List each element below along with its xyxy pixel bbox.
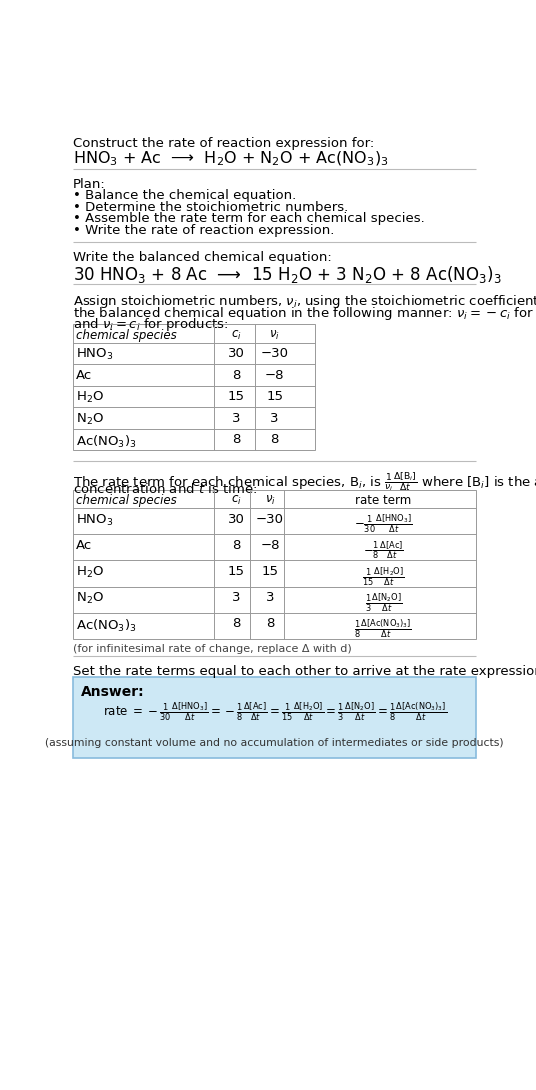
Text: H$_2$O: H$_2$O <box>76 565 105 580</box>
Text: Ac: Ac <box>76 368 93 381</box>
Text: (assuming constant volume and no accumulation of intermediates or side products): (assuming constant volume and no accumul… <box>46 738 504 748</box>
Text: N$_2$O: N$_2$O <box>76 591 105 606</box>
Text: HNO$_3$: HNO$_3$ <box>76 512 114 528</box>
Text: −8: −8 <box>265 368 285 381</box>
Text: rate $= -\frac{1}{30}\frac{\Delta[\mathrm{HNO_3}]}{\Delta t}= -\frac{1}{8}\frac{: rate $= -\frac{1}{30}\frac{\Delta[\mathr… <box>103 701 446 723</box>
Text: 3: 3 <box>271 412 279 425</box>
Text: 15: 15 <box>266 390 283 403</box>
Text: 30: 30 <box>227 512 244 525</box>
Text: 15: 15 <box>262 565 279 578</box>
Text: −8: −8 <box>260 538 280 552</box>
Text: 8: 8 <box>266 617 274 630</box>
Text: 30 HNO$_3$ + 8 Ac  ⟶  15 H$_2$O + 3 N$_2$O + 8 Ac(NO$_3$)$_3$: 30 HNO$_3$ + 8 Ac ⟶ 15 H$_2$O + 3 N$_2$O… <box>73 264 502 284</box>
Text: $\frac{1}{15}\frac{\Delta[\mathrm{H_2O}]}{\Delta t}$: $\frac{1}{15}\frac{\Delta[\mathrm{H_2O}]… <box>362 565 405 588</box>
Text: Answer:: Answer: <box>81 686 145 699</box>
Text: Ac(NO$_3$)$_3$: Ac(NO$_3$)$_3$ <box>76 434 137 449</box>
Text: concentration and $t$ is time:: concentration and $t$ is time: <box>73 482 257 496</box>
Text: Ac: Ac <box>76 538 93 552</box>
Text: −30: −30 <box>256 512 284 525</box>
Text: 3: 3 <box>232 591 240 604</box>
Text: N$_2$O: N$_2$O <box>76 412 105 427</box>
Text: 8: 8 <box>232 538 240 552</box>
Text: • Balance the chemical equation.: • Balance the chemical equation. <box>73 190 296 203</box>
Bar <box>73 678 476 759</box>
Text: $-\frac{1}{8}\frac{\Delta[\mathrm{Ac}]}{\Delta t}$: $-\frac{1}{8}\frac{\Delta[\mathrm{Ac}]}{… <box>363 538 404 560</box>
Text: • Write the rate of reaction expression.: • Write the rate of reaction expression. <box>73 223 334 237</box>
Text: chemical species: chemical species <box>76 494 177 507</box>
Bar <box>73 324 315 450</box>
Text: 3: 3 <box>232 412 240 425</box>
Text: (for infinitesimal rate of change, replace Δ with d): (for infinitesimal rate of change, repla… <box>73 643 352 654</box>
Text: Ac(NO$_3$)$_3$: Ac(NO$_3$)$_3$ <box>76 617 137 633</box>
Text: • Determine the stoichiometric numbers.: • Determine the stoichiometric numbers. <box>73 201 348 214</box>
Text: $c_i$: $c_i$ <box>230 329 241 342</box>
Text: Write the balanced chemical equation:: Write the balanced chemical equation: <box>73 251 332 264</box>
Text: −30: −30 <box>260 348 289 360</box>
Text: HNO$_3$ + Ac  ⟶  H$_2$O + N$_2$O + Ac(NO$_3$)$_3$: HNO$_3$ + Ac ⟶ H$_2$O + N$_2$O + Ac(NO$_… <box>73 150 389 169</box>
Text: Construct the rate of reaction expression for:: Construct the rate of reaction expressio… <box>73 137 375 150</box>
Text: 8: 8 <box>271 434 279 447</box>
Text: 8: 8 <box>232 368 240 381</box>
Text: $\frac{1}{8}\frac{\Delta[\mathrm{Ac(NO_3)_3}]}{\Delta t}$: $\frac{1}{8}\frac{\Delta[\mathrm{Ac(NO_3… <box>354 617 412 640</box>
Text: Assign stoichiometric numbers, $\nu_i$, using the stoichiometric coefficients, $: Assign stoichiometric numbers, $\nu_i$, … <box>73 293 536 311</box>
Text: rate term: rate term <box>355 494 411 507</box>
Text: • Assemble the rate term for each chemical species.: • Assemble the rate term for each chemic… <box>73 213 425 226</box>
Text: HNO$_3$: HNO$_3$ <box>76 348 114 362</box>
Text: $c_i$: $c_i$ <box>230 494 241 507</box>
Text: and $\nu_i = c_i$ for products:: and $\nu_i = c_i$ for products: <box>73 316 229 334</box>
Text: chemical species: chemical species <box>76 329 177 341</box>
Bar <box>73 489 476 639</box>
Text: $\nu_i$: $\nu_i$ <box>265 494 276 507</box>
Text: 3: 3 <box>266 591 274 604</box>
Text: $-\frac{1}{30}\frac{\Delta[\mathrm{HNO_3}]}{\Delta t}$: $-\frac{1}{30}\frac{\Delta[\mathrm{HNO_3… <box>354 512 413 535</box>
Text: $\nu_i$: $\nu_i$ <box>269 329 280 342</box>
Text: 15: 15 <box>227 565 244 578</box>
Text: Plan:: Plan: <box>73 178 106 191</box>
Text: 15: 15 <box>227 390 244 403</box>
Text: The rate term for each chemical species, B$_i$, is $\frac{1}{\nu_i}\frac{\Delta[: The rate term for each chemical species,… <box>73 471 536 494</box>
Text: Set the rate terms equal to each other to arrive at the rate expression:: Set the rate terms equal to each other t… <box>73 665 536 678</box>
Text: 8: 8 <box>232 617 240 630</box>
Text: $\frac{1}{3}\frac{\Delta[\mathrm{N_2O}]}{\Delta t}$: $\frac{1}{3}\frac{\Delta[\mathrm{N_2O}]}… <box>364 591 402 614</box>
Text: H$_2$O: H$_2$O <box>76 390 105 405</box>
Text: the balanced chemical equation in the following manner: $\nu_i = -c_i$ for react: the balanced chemical equation in the fo… <box>73 305 536 322</box>
Text: 30: 30 <box>227 348 244 360</box>
Text: 8: 8 <box>232 434 240 447</box>
